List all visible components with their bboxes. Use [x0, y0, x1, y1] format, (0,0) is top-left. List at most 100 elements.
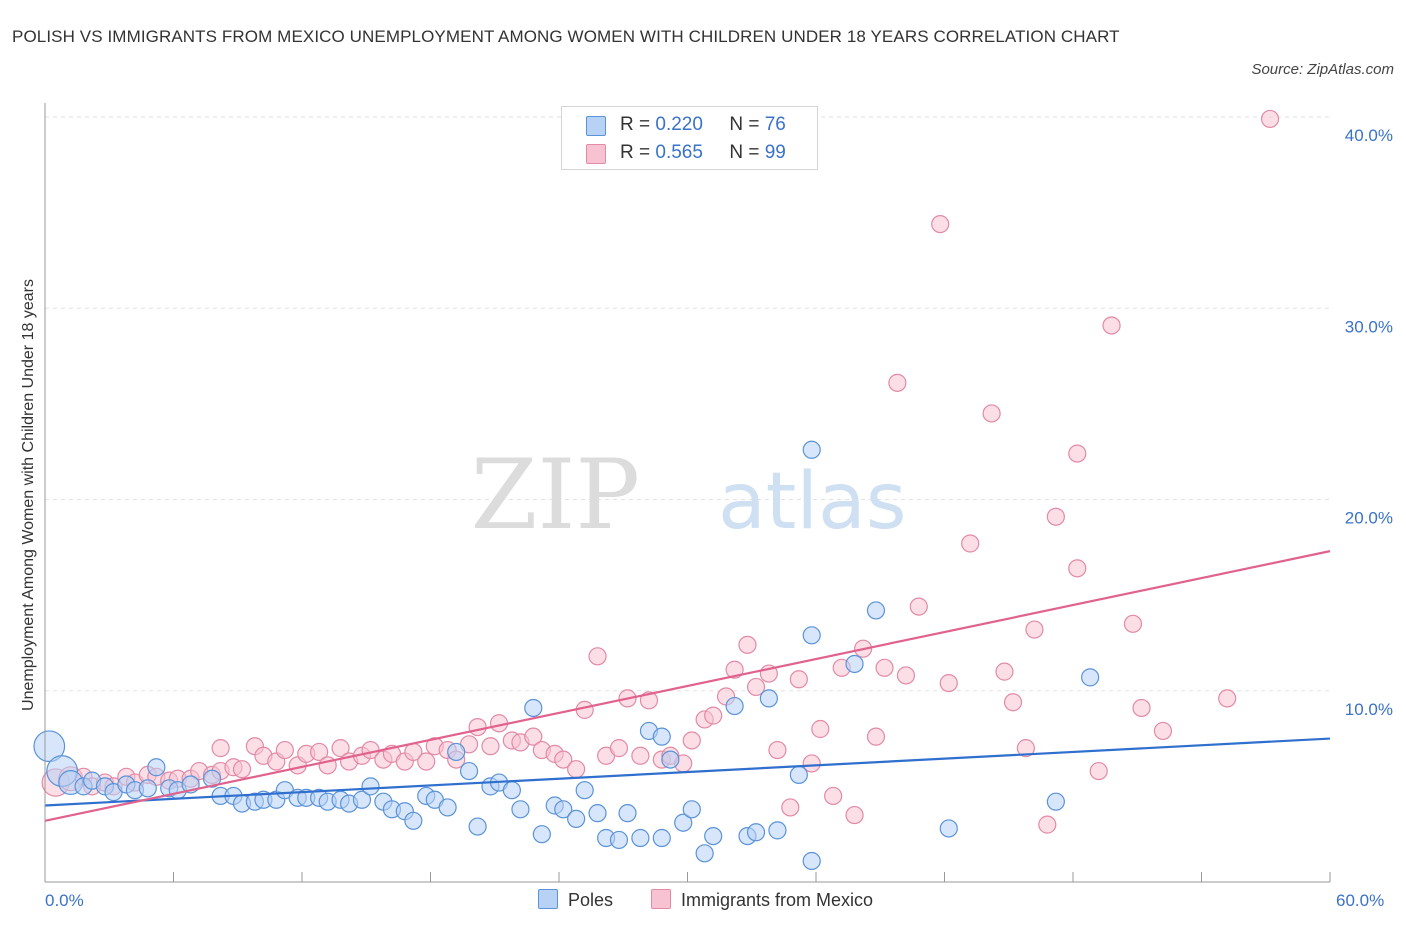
mexico-point	[704, 706, 723, 725]
x-tick-min: 0.0%	[45, 891, 84, 910]
y-tick-label: 40.0%	[1345, 126, 1393, 145]
poles-point	[866, 601, 886, 620]
mexico-point	[232, 760, 252, 779]
mexico-point	[588, 647, 607, 666]
legend-item-mexico[interactable]: Immigrants from Mexico	[651, 889, 873, 911]
mexico-point	[1016, 739, 1035, 758]
r-label: R =	[620, 114, 656, 135]
mexico-point	[211, 739, 230, 758]
y-tick-labels: 10.0% 20.0% 30.0% 40.0%	[1345, 126, 1393, 719]
poles-point	[147, 758, 166, 777]
poles-point	[588, 804, 607, 823]
poles-point	[459, 761, 479, 781]
mexico-point	[1260, 109, 1280, 129]
watermark-zip: ZIP	[471, 439, 640, 551]
legend-text: R = 0.565 N = 99	[620, 142, 786, 164]
series-mexico-points	[41, 109, 1280, 834]
mexico-swatch	[651, 889, 671, 909]
r-value: 0.565	[655, 142, 703, 163]
poles-point	[802, 851, 821, 871]
mexico-point	[1068, 559, 1087, 578]
mexico-point	[824, 786, 843, 806]
mexico-point	[554, 750, 573, 769]
mexico-point	[1003, 693, 1023, 712]
poles-point	[202, 769, 222, 788]
grid	[45, 116, 1330, 692]
poles-swatch	[586, 116, 606, 136]
mexico-point	[746, 677, 766, 697]
poles-point	[352, 790, 372, 809]
n-label: N =	[729, 142, 765, 163]
legend-label-mexico: Immigrants from Mexico	[681, 890, 874, 910]
mexico-point	[931, 215, 950, 234]
mexico-point	[725, 660, 744, 679]
mexico-point	[802, 754, 821, 773]
mexico-point	[738, 635, 757, 654]
mexico-point	[888, 373, 907, 392]
n-value: 99	[764, 142, 786, 163]
mexico-point	[417, 752, 436, 771]
poles-point	[759, 689, 778, 708]
poles-swatch	[538, 889, 558, 909]
mexico-point	[1132, 698, 1151, 718]
x-tick-max: 60.0%	[1336, 891, 1385, 910]
mexico-point	[275, 740, 294, 760]
poles-point	[447, 742, 466, 762]
mexico-point	[866, 727, 886, 746]
series-poles-points	[33, 440, 1100, 871]
mexico-point	[789, 670, 808, 689]
n-label: N =	[729, 114, 765, 135]
mexico-point	[1153, 721, 1173, 741]
poles-point	[554, 800, 573, 819]
mexico-swatch	[586, 144, 606, 164]
watermark-atlas: atlas	[718, 457, 907, 547]
mexico-point	[609, 739, 629, 758]
watermark: ZIP atlas	[471, 439, 907, 551]
mexico-point	[811, 719, 830, 739]
mexico-point	[982, 404, 1001, 423]
poles-point	[502, 781, 521, 800]
poles-point	[802, 626, 821, 645]
poles-point	[511, 800, 530, 819]
poles-point	[1046, 792, 1065, 811]
mexico-point	[995, 662, 1014, 681]
poles-point	[704, 826, 723, 846]
poles-point	[746, 823, 766, 842]
source-label: Source: ZipAtlas.com	[1251, 61, 1394, 78]
mexico-point	[682, 731, 701, 750]
y-tick-label: 30.0%	[1345, 317, 1393, 336]
mexico-point	[1038, 815, 1057, 834]
poles-point	[609, 830, 629, 850]
mexico-point	[310, 742, 329, 762]
mexico-point	[468, 717, 487, 737]
poles-point	[524, 698, 543, 718]
trend-lines	[44, 550, 1331, 822]
axes	[44, 103, 1331, 883]
mexico-point	[567, 760, 586, 779]
poles-point	[1081, 668, 1100, 687]
poles-point	[652, 727, 671, 746]
mexico-point	[1068, 444, 1087, 463]
poles-point	[674, 813, 693, 832]
poles-point	[618, 804, 637, 823]
r-value: 0.220	[655, 114, 703, 135]
poles-point	[631, 828, 650, 848]
poles-point	[768, 821, 787, 840]
mexico-point	[768, 740, 787, 760]
n-value: 76	[764, 114, 786, 135]
r-label: R =	[620, 142, 656, 163]
legend-item-poles[interactable]: Poles	[538, 889, 613, 911]
poles-point	[789, 765, 808, 785]
poles-point	[567, 809, 586, 828]
mexico-point	[1102, 316, 1121, 335]
legend-label-poles: Poles	[568, 890, 614, 910]
mexico-point	[845, 805, 864, 825]
y-tick-label: 20.0%	[1345, 509, 1393, 528]
poles-point	[725, 696, 744, 716]
correlation-legend: R = 0.220 N = 76 R = 0.565 N = 99	[561, 106, 818, 170]
mexico-point	[1218, 689, 1237, 708]
poles-point	[661, 750, 680, 769]
mexico-point	[875, 658, 894, 677]
poles-point	[138, 779, 157, 798]
